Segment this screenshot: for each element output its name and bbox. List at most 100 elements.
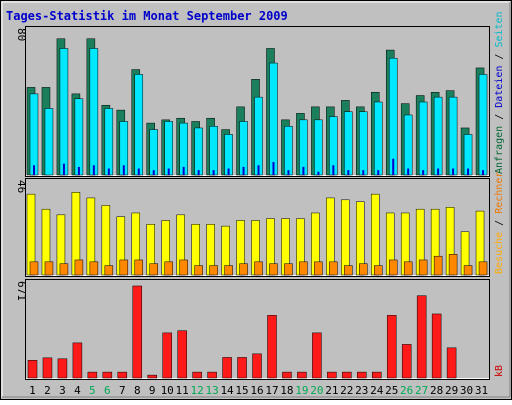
bar-dateien-day-25 [392, 158, 395, 175]
bar-rechner-day-15 [239, 263, 248, 276]
bar-kb-day-4 [72, 342, 83, 379]
x-tick-day-16: 16 [250, 384, 263, 397]
x-tick-day-21: 21 [325, 384, 338, 397]
bar-dateien-day-10 [167, 168, 170, 175]
bar-dateien-day-23 [362, 170, 365, 175]
bar-rechner-day-9 [149, 263, 158, 276]
bar-seiten-day-31 [478, 74, 488, 176]
bar-rechner-day-31 [478, 261, 488, 276]
x-tick-day-19: 19 [295, 384, 308, 397]
bar-rechner-day-26 [403, 261, 413, 276]
bar-dateien-day-29 [452, 168, 455, 175]
bar-seiten-day-13 [209, 126, 218, 176]
bar-rechner-day-10 [164, 261, 173, 276]
bar-dateien-day-20 [317, 171, 320, 175]
panel-top: 80 Anfragen / Dateien / Seiten [15, 11, 505, 177]
bar-seiten-day-27 [418, 101, 428, 176]
bar-kb-day-27 [416, 295, 427, 379]
bar-rechner-day-11 [179, 259, 188, 276]
bar-dateien-day-21 [332, 165, 335, 175]
x-tick-day-13: 13 [205, 384, 218, 397]
bar-rechner-day-5 [89, 261, 99, 276]
bar-rechner-day-7 [119, 259, 129, 276]
bar-rechner-day-16 [254, 261, 263, 276]
x-tick-day-15: 15 [235, 384, 248, 397]
bar-rechner-day-1 [29, 261, 39, 276]
bar-dateien-day-3 [62, 163, 65, 175]
bar-besuche-day-24 [371, 193, 380, 276]
bar-kb-day-15 [237, 357, 247, 379]
bar-dateien-day-4 [77, 166, 80, 175]
bar-rechner-day-20 [314, 261, 323, 276]
x-tick-day-2: 2 [44, 384, 51, 397]
bar-seiten-day-8 [134, 74, 144, 176]
bar-kb-day-9 [147, 374, 157, 379]
bar-dateien-day-9 [152, 170, 155, 175]
x-tick-labels: 1 2 3 4 5 6 7 8 9 10 11 12 13 14 15 16 17 18 19 20 21 22 23 24 2… [29, 384, 488, 397]
bar-seiten-day-28 [433, 96, 443, 176]
x-tick-day-3: 3 [59, 384, 66, 397]
bar-seiten-day-17 [269, 62, 278, 176]
bar-kb-day-22 [342, 371, 352, 379]
bar-dateien-day-7 [122, 165, 125, 175]
panel-bot-legend-part-0: kB [494, 365, 505, 377]
bar-kb-day-8 [132, 285, 143, 379]
bar-rechner-day-30 [463, 265, 473, 276]
bar-kb-day-12 [192, 371, 202, 379]
bar-seiten-day-18 [284, 126, 293, 176]
bar-dateien-day-11 [182, 166, 185, 175]
bar-besuche-day-6 [101, 205, 111, 276]
bar-rechner-day-14 [224, 265, 233, 276]
panel-top-legend-part-0: Anfragen [494, 126, 505, 174]
x-tick-day-12: 12 [191, 384, 204, 397]
x-tick-day-9: 9 [149, 384, 156, 397]
bar-dateien-day-16 [257, 165, 260, 175]
bar-kb-day-14 [222, 357, 232, 379]
bar-seiten-day-20 [314, 119, 323, 176]
panel-top-legend-part-1: / [494, 108, 505, 126]
bar-dateien-day-17 [272, 162, 275, 175]
bar-dateien-day-19 [302, 166, 305, 175]
bar-kb-day-5 [87, 371, 98, 379]
x-tick-day-28: 28 [430, 384, 443, 397]
x-tick-day-30: 30 [460, 384, 473, 397]
bar-dateien-day-22 [347, 170, 350, 175]
bar-dateien-day-1 [33, 165, 35, 175]
x-tick-day-31: 31 [475, 384, 488, 397]
panel-mid-legend-part-0: Besuche [494, 232, 505, 274]
bar-seiten-day-6 [104, 108, 114, 176]
bar-kb-day-20 [312, 332, 322, 379]
bar-dateien-day-24 [377, 170, 380, 175]
bar-rechner-day-19 [299, 261, 308, 276]
bar-dateien-day-26 [407, 168, 410, 175]
panel-top-max-label: 80 [15, 28, 28, 41]
bar-seiten-day-4 [74, 98, 84, 176]
x-tick-day-5: 5 [89, 384, 96, 397]
bar-seiten-day-16 [254, 96, 263, 176]
x-tick-day-4: 4 [74, 384, 81, 397]
panel-mid-legend-part-1: / [494, 214, 505, 232]
bar-rechner-day-29 [448, 254, 458, 276]
panel-bot: 671 kB [15, 279, 505, 380]
bar-dateien-day-6 [107, 168, 110, 175]
x-tick-day-11: 11 [176, 384, 189, 397]
bar-dateien-day-5 [92, 165, 95, 175]
bar-seiten-day-19 [299, 119, 308, 176]
bar-rechner-day-23 [359, 263, 368, 276]
panel-top-legend-part-2: Dateien [494, 66, 505, 108]
bar-rechner-day-22 [344, 265, 353, 276]
panel-mid: 46 Besuche / Rechner [15, 172, 505, 277]
bar-kb-day-10 [162, 332, 172, 379]
bar-kb-day-28 [431, 313, 442, 379]
x-tick-day-1: 1 [29, 384, 36, 397]
bar-kb-day-23 [357, 371, 367, 379]
bar-kb-day-1 [27, 360, 38, 379]
panel-top-legend-part-4: Seiten [494, 11, 505, 47]
bar-kb-day-3 [57, 358, 68, 379]
panel-top-legend-part-3: / [494, 48, 505, 66]
bar-kb-day-24 [372, 371, 382, 379]
x-tick-day-25: 25 [385, 384, 398, 397]
x-tick-day-26: 26 [400, 384, 413, 397]
